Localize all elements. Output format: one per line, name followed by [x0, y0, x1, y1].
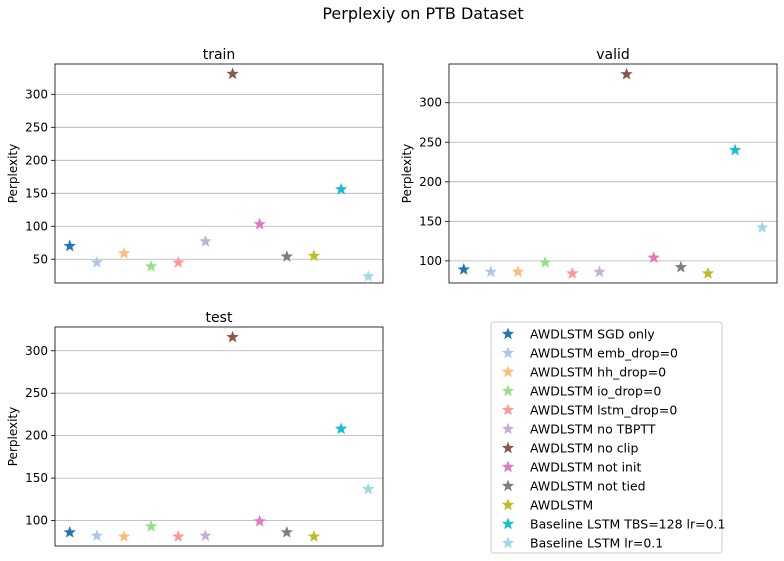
- y-tick-label: 150: [25, 186, 48, 200]
- point-awdlstm-not-tied: [280, 525, 294, 538]
- point-baseline-lstm-tbs-128-lr-0-1: [334, 182, 348, 195]
- point-awdlstm-no-clip: [620, 67, 633, 80]
- legend-marker: [501, 460, 515, 473]
- subplot-title: valid: [596, 47, 630, 63]
- point-awdlstm-no-tbptt: [199, 234, 212, 247]
- point-awdlstm-not-init: [253, 217, 266, 230]
- y-axis-label: Perplexity: [6, 407, 20, 467]
- point-baseline-lstm-tbs-128-lr-0-1: [728, 143, 742, 156]
- point-baseline-lstm-lr-0-1: [362, 269, 375, 282]
- point-awdlstm-emb-drop-0: [90, 529, 104, 542]
- legend-label: Baseline LSTM TBS=128 lr=0.1: [530, 517, 725, 532]
- subplots: train 50 100 150 200 250 300 Perplexity valid 100…: [6, 47, 778, 547]
- axes-frame: [54, 326, 384, 547]
- legend-marker: [501, 346, 515, 359]
- point-awdlstm-lstm-drop-0: [172, 256, 185, 268]
- legend-label: AWDLSTM SGD only: [530, 327, 655, 342]
- y-tick-label: 100: [419, 254, 442, 268]
- point-awdlstm-sgd-only: [457, 263, 470, 275]
- legend-frame: [490, 321, 723, 554]
- point-awdlstm-emb-drop-0: [484, 265, 498, 278]
- point-awdlstm-io-drop-0: [538, 255, 552, 268]
- point-awdlstm: [307, 249, 321, 262]
- point-awdlstm-no-tbptt: [593, 265, 606, 278]
- point-awdlstm-emb-drop-0: [90, 256, 104, 268]
- legend-marker: [501, 365, 515, 378]
- y-tick-label: 300: [419, 96, 442, 110]
- legend: AWDLSTM SGD only AWDLSTM emb_drop=0 AWDLST…: [490, 321, 725, 554]
- point-awdlstm-hh-drop-0: [117, 530, 131, 542]
- legend-items: AWDLSTM SGD only AWDLSTM emb_drop=0 AWDLST…: [501, 327, 725, 551]
- subplot-valid: valid 100 150 200 250 300 Perplexity: [400, 47, 778, 284]
- subplot-title: train: [203, 47, 236, 63]
- point-awdlstm-no-clip: [226, 67, 239, 80]
- y-tick-label: 200: [25, 429, 48, 443]
- y-tick-label: 150: [25, 471, 48, 485]
- legend-label: AWDLSTM hh_drop=0: [530, 365, 666, 380]
- y-tick-label: 250: [25, 386, 48, 400]
- subplot-test: test 100 150 200 250 300 Perplexity: [6, 310, 384, 547]
- point-awdlstm-io-drop-0: [144, 260, 158, 272]
- legend-label: AWDLSTM io_drop=0: [530, 384, 661, 399]
- y-tick-label: 300: [25, 87, 48, 101]
- y-tick-label: 250: [25, 120, 48, 134]
- subplot-train: train 50 100 150 200 250 300 Perplexity: [6, 47, 384, 284]
- point-awdlstm-hh-drop-0: [117, 246, 131, 259]
- point-awdlstm-no-tbptt: [199, 529, 212, 542]
- y-tick-label: 150: [419, 214, 442, 228]
- legend-label: AWDLSTM lstm_drop=0: [530, 403, 677, 418]
- legend-label: AWDLSTM emb_drop=0: [530, 346, 678, 361]
- legend-label: AWDLSTM no clip: [530, 441, 639, 456]
- y-tick-label: 200: [419, 175, 442, 189]
- legend-label: Baseline LSTM lr=0.1: [530, 536, 663, 551]
- point-awdlstm-not-tied: [674, 260, 688, 273]
- point-awdlstm-no-clip: [226, 330, 239, 343]
- legend-marker: [501, 517, 515, 530]
- figure-title: Perplexiy on PTB Dataset: [322, 4, 523, 23]
- y-tick-label: 300: [25, 344, 48, 358]
- y-tick-label: 250: [419, 135, 442, 149]
- point-awdlstm: [307, 530, 321, 542]
- y-tick-label: 50: [33, 252, 48, 266]
- point-awdlstm-not-tied: [280, 250, 294, 262]
- axes-frame: [448, 63, 778, 284]
- point-awdlstm-sgd-only: [63, 525, 76, 538]
- legend-marker: [501, 327, 515, 340]
- point-baseline-lstm-tbs-128-lr-0-1: [334, 422, 348, 435]
- point-awdlstm-not-init: [647, 251, 660, 263]
- legend-label: AWDLSTM: [530, 498, 593, 513]
- legend-marker: [501, 536, 515, 549]
- point-awdlstm: [701, 267, 715, 279]
- point-awdlstm-hh-drop-0: [511, 265, 525, 278]
- point-baseline-lstm-lr-0-1: [756, 221, 769, 233]
- point-awdlstm-lstm-drop-0: [172, 530, 185, 542]
- point-awdlstm-lstm-drop-0: [566, 267, 579, 279]
- y-axis-label: Perplexity: [400, 144, 414, 204]
- point-baseline-lstm-lr-0-1: [362, 482, 375, 495]
- point-awdlstm-io-drop-0: [144, 519, 158, 532]
- subplot-title: test: [206, 310, 233, 326]
- y-tick-label: 200: [25, 153, 48, 167]
- legend-marker: [501, 441, 515, 454]
- legend-marker: [501, 384, 515, 397]
- legend-label: AWDLSTM no TBPTT: [530, 422, 656, 437]
- legend-label: AWDLSTM not tied: [530, 479, 646, 494]
- y-axis-label: Perplexity: [6, 144, 20, 204]
- legend-label: AWDLSTM not init: [530, 460, 641, 475]
- point-awdlstm-not-init: [253, 514, 266, 527]
- y-tick-label: 100: [25, 219, 48, 233]
- point-awdlstm-sgd-only: [63, 239, 76, 252]
- legend-marker: [501, 479, 515, 492]
- legend-marker: [501, 422, 515, 435]
- y-tick-label: 100: [25, 514, 48, 528]
- axes-frame: [54, 63, 384, 284]
- legend-marker: [501, 498, 515, 511]
- legend-marker: [501, 403, 515, 416]
